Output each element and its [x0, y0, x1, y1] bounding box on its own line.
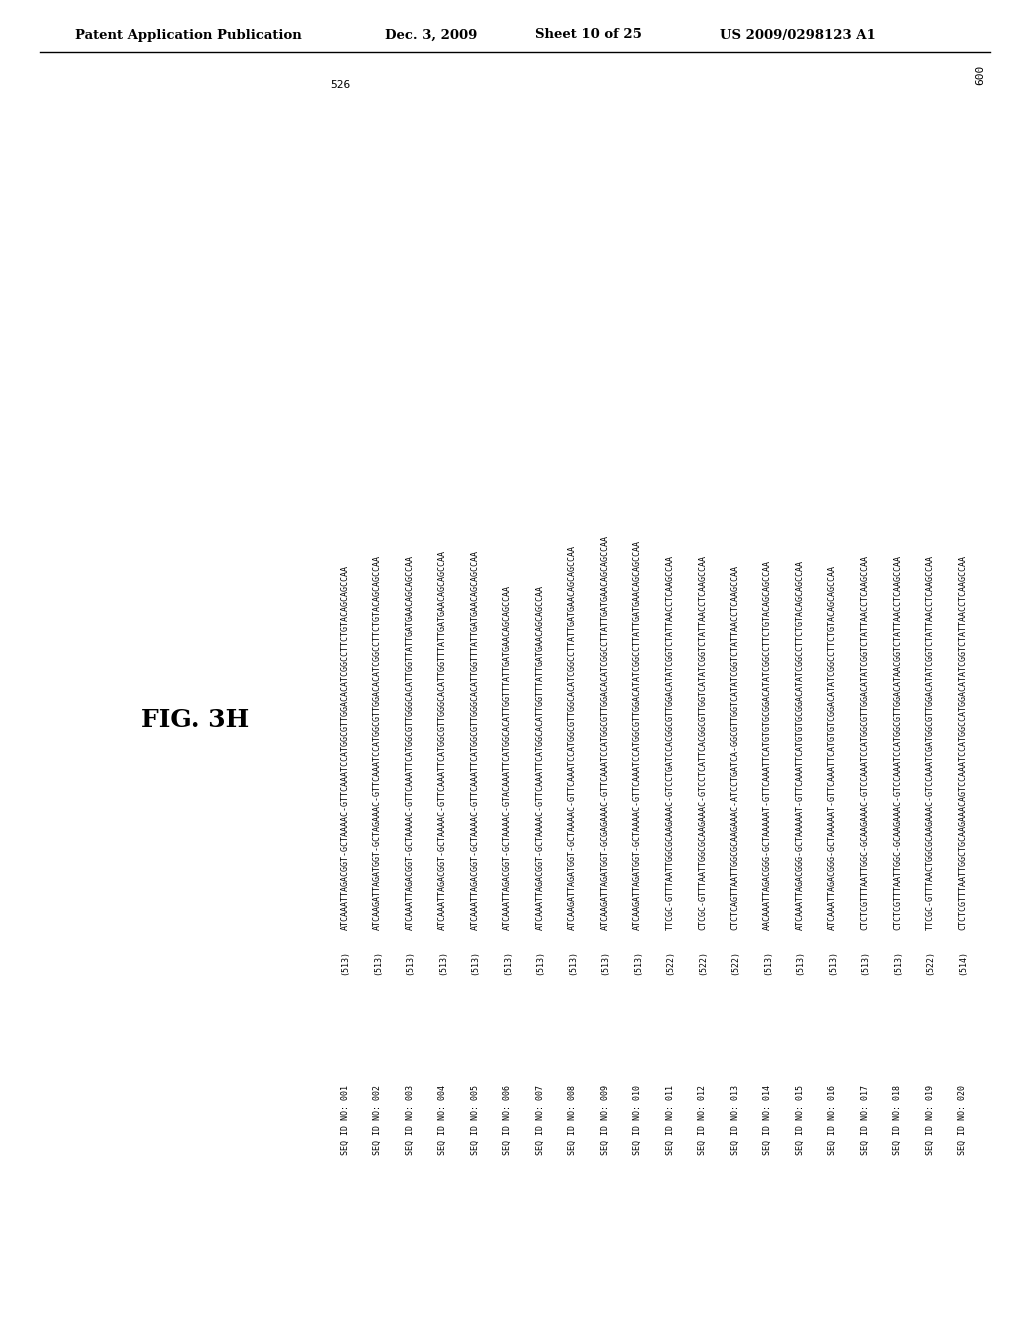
- Text: SEQ ID NO: 007: SEQ ID NO: 007: [536, 1085, 545, 1155]
- Text: SEQ ID NO: 003: SEQ ID NO: 003: [406, 1085, 415, 1155]
- Text: (522): (522): [730, 950, 739, 975]
- Text: Patent Application Publication: Patent Application Publication: [75, 29, 302, 41]
- Text: SEQ ID NO: 004: SEQ ID NO: 004: [438, 1085, 447, 1155]
- Text: SEQ ID NO: 001: SEQ ID NO: 001: [341, 1085, 349, 1155]
- Text: (513): (513): [828, 950, 837, 975]
- Text: SEQ ID NO: 012: SEQ ID NO: 012: [698, 1085, 707, 1155]
- Text: TTCGC-GTTTAATTGGCGCAAGAAAC-GTCCTGATCCACGGCGTTGGACATATCGGTCTATTAACCTCAAGCCAA: TTCGC-GTTTAATTGGCGCAAGAAAC-GTCCTGATCCACG…: [666, 554, 675, 931]
- Text: SEQ ID NO: 011: SEQ ID NO: 011: [666, 1085, 675, 1155]
- Text: (513): (513): [893, 950, 902, 975]
- Text: SEQ ID NO: 017: SEQ ID NO: 017: [860, 1085, 869, 1155]
- Text: SEQ ID NO: 015: SEQ ID NO: 015: [796, 1085, 805, 1155]
- Text: SEQ ID NO: 013: SEQ ID NO: 013: [730, 1085, 739, 1155]
- Text: CTCTCGTTTAATTGGCTGCAAGAAACAGTCCAAATCCATGGCCATGGACATATCGGTCTATTAACCTCAAGCCAA: CTCTCGTTTAATTGGCTGCAAGAAACAGTCCAAATCCATG…: [958, 554, 967, 931]
- Text: 526: 526: [330, 81, 350, 90]
- Text: (513): (513): [763, 950, 772, 975]
- Text: SEQ ID NO: 005: SEQ ID NO: 005: [470, 1085, 479, 1155]
- Text: SEQ ID NO: 002: SEQ ID NO: 002: [373, 1085, 382, 1155]
- Text: (513): (513): [633, 950, 642, 975]
- Text: SEQ ID NO: 008: SEQ ID NO: 008: [568, 1085, 577, 1155]
- Text: Sheet 10 of 25: Sheet 10 of 25: [535, 29, 642, 41]
- Text: ATCAAATTAGACGGT-GCTAAAAC-GTTCAAATTCATGGCGTTGGGCACATTGGTTTATTGATGAACAGCAGCCAA: ATCAAATTAGACGGT-GCTAAAAC-GTTCAAATTCATGGC…: [470, 550, 479, 931]
- Text: (513): (513): [600, 950, 609, 975]
- Text: (522): (522): [698, 950, 707, 975]
- Text: ATCAAGATTAGATGGT-GCTAAAAC-GTTCAAATCCATGGCGTTGGCACATCGGCCTTATTGATGAACAGCAGCCAA: ATCAAGATTAGATGGT-GCTAAAAC-GTTCAAATCCATGG…: [568, 545, 577, 931]
- Text: CTCTCGTTTAATTGGC-GCAAGAAAC-GTCCAAATCCATGGCGTTGGACATATCGGTCTATTAACCTCAAGCCAA: CTCTCGTTTAATTGGC-GCAAGAAAC-GTCCAAATCCATG…: [860, 554, 869, 931]
- Text: (513): (513): [860, 950, 869, 975]
- Text: ATCAAATTAGACGGG-GCTAAAAAT-GTTCAAATTCATGTGTGCGGACATATCGGCCTTCTGTACAGCAGCCAA: ATCAAATTAGACGGG-GCTAAAAAT-GTTCAAATTCATGT…: [796, 560, 805, 931]
- Text: SEQ ID NO: 016: SEQ ID NO: 016: [828, 1085, 837, 1155]
- Text: Dec. 3, 2009: Dec. 3, 2009: [385, 29, 477, 41]
- Text: SEQ ID NO: 014: SEQ ID NO: 014: [763, 1085, 772, 1155]
- Text: TTCGC-GTTTAACTGGCGCAAGAAAC-GTCCAAATCGATGGCGTTGGACATATCGGTCTATTAACCTCAAGCCAA: TTCGC-GTTTAACTGGCGCAAGAAAC-GTCCAAATCGATG…: [926, 554, 935, 931]
- Text: (513): (513): [568, 950, 577, 975]
- Text: FIG. 3H: FIG. 3H: [141, 708, 249, 733]
- Text: (513): (513): [373, 950, 382, 975]
- Text: ATCAAGATTAGATGGT-GCTAAAAC-GTTCAAATCCATGGCGTTGGACATATCGGCCTTATTGATGAACAGCAGCCAA: ATCAAGATTAGATGGT-GCTAAAAC-GTTCAAATCCATGG…: [633, 540, 642, 931]
- Text: (513): (513): [796, 950, 805, 975]
- Text: CTCTCAGTTAATTGGCGCAAGAAAC-ATCCTGATCA-GGCGTTGGTCATATCGGTCTATTAACCTCAAGCCAA: CTCTCAGTTAATTGGCGCAAGAAAC-ATCCTGATCA-GGC…: [730, 565, 739, 931]
- Text: CTCGC-GTTTAATTGGCGCAAGAAAC-GTCCTCATTCACGGCGTTGGTCATATCGGTCTATTAACCTCAAGCCAA: CTCGC-GTTTAATTGGCGCAAGAAAC-GTCCTCATTCACG…: [698, 554, 707, 931]
- Text: ATCAAATTAGACGGT-GCTAAAAC-GTTCAAATTCATGGCGTTGGGCACATTGGTTATTGATGAACAGCAGCCAA: ATCAAATTAGACGGT-GCTAAAAC-GTTCAAATTCATGGC…: [406, 554, 415, 931]
- Text: ATCAAATTAGACGGT-GCTAAAAC-GTTCAAATCCATGGCGTTGGACACATCGGCCTTCTGTACAGCAGCCAA: ATCAAATTAGACGGT-GCTAAAAC-GTTCAAATCCATGGC…: [341, 565, 349, 931]
- Text: SEQ ID NO: 018: SEQ ID NO: 018: [893, 1085, 902, 1155]
- Text: ATCAAATTAGACGGT-GCTAAAAC-GTACAAATTCATGGCACATTGGTTTATTGATGAACAGCAGCCAA: ATCAAATTAGACGGT-GCTAAAAC-GTACAAATTCATGGC…: [503, 585, 512, 931]
- Text: 600: 600: [975, 65, 985, 84]
- Text: (522): (522): [666, 950, 675, 975]
- Text: SEQ ID NO: 019: SEQ ID NO: 019: [926, 1085, 935, 1155]
- Text: (513): (513): [438, 950, 447, 975]
- Text: (513): (513): [341, 950, 349, 975]
- Text: ATCAAATTAGACGGG-GCTAAAAAT-GTTCAAATTCATGTGTCGGACATATCGGCCTTCTGTACAGCAGCCAA: ATCAAATTAGACGGG-GCTAAAAAT-GTTCAAATTCATGT…: [828, 565, 837, 931]
- Text: CTCTCGTTTAATTGGC-GCAAGAAAC-GTCCAAATCCATGGCGTTGGACATAACGGTCTATTAACCTCAAGCCAA: CTCTCGTTTAATTGGC-GCAAGAAAC-GTCCAAATCCATG…: [893, 554, 902, 931]
- Text: ATCAAGATTAGATGGT-GCTAGAAAC-GTTCAAATCCATGGCGTTGGACACATCGGCCTTCTGTACAGCAGCCAA: ATCAAGATTAGATGGT-GCTAGAAAC-GTTCAAATCCATG…: [373, 554, 382, 931]
- Text: ATCAAATTAGACGGT-GCTAAAAC-GTTCAAATTCATGGCGTTGGGCACATTGGTTTATTGATGAACAGCAGCCAA: ATCAAATTAGACGGT-GCTAAAAC-GTTCAAATTCATGGC…: [438, 550, 447, 931]
- Text: (513): (513): [470, 950, 479, 975]
- Text: SEQ ID NO: 010: SEQ ID NO: 010: [633, 1085, 642, 1155]
- Text: ATCAAATTAGACGGT-GCTAAAAC-GTTCAAATTCATGGCACATTGGTTTATTGATGAACAGCAGCCAA: ATCAAATTAGACGGT-GCTAAAAC-GTTCAAATTCATGGC…: [536, 585, 545, 931]
- Text: AACAAATTAGACGGG-GCTAAAAAT-GTTCAAATTCATGTGTGCGGACATATCGGCCTTCTGTACAGCAGCCAA: AACAAATTAGACGGG-GCTAAAAAT-GTTCAAATTCATGT…: [763, 560, 772, 931]
- Text: SEQ ID NO: 020: SEQ ID NO: 020: [958, 1085, 967, 1155]
- Text: (513): (513): [503, 950, 512, 975]
- Text: ATCAAGATTAGATGGT-GCGAGAAAC-GTTCAAATCCATGGCGTTGGACACATCGGCCTTATTGATGAACAGCAGCCAA: ATCAAGATTAGATGGT-GCGAGAAAC-GTTCAAATCCATG…: [600, 535, 609, 931]
- Text: (522): (522): [926, 950, 935, 975]
- Text: (513): (513): [536, 950, 545, 975]
- Text: SEQ ID NO: 006: SEQ ID NO: 006: [503, 1085, 512, 1155]
- Text: (514): (514): [958, 950, 967, 975]
- Text: (513): (513): [406, 950, 415, 975]
- Text: US 2009/0298123 A1: US 2009/0298123 A1: [720, 29, 876, 41]
- Text: SEQ ID NO: 009: SEQ ID NO: 009: [600, 1085, 609, 1155]
